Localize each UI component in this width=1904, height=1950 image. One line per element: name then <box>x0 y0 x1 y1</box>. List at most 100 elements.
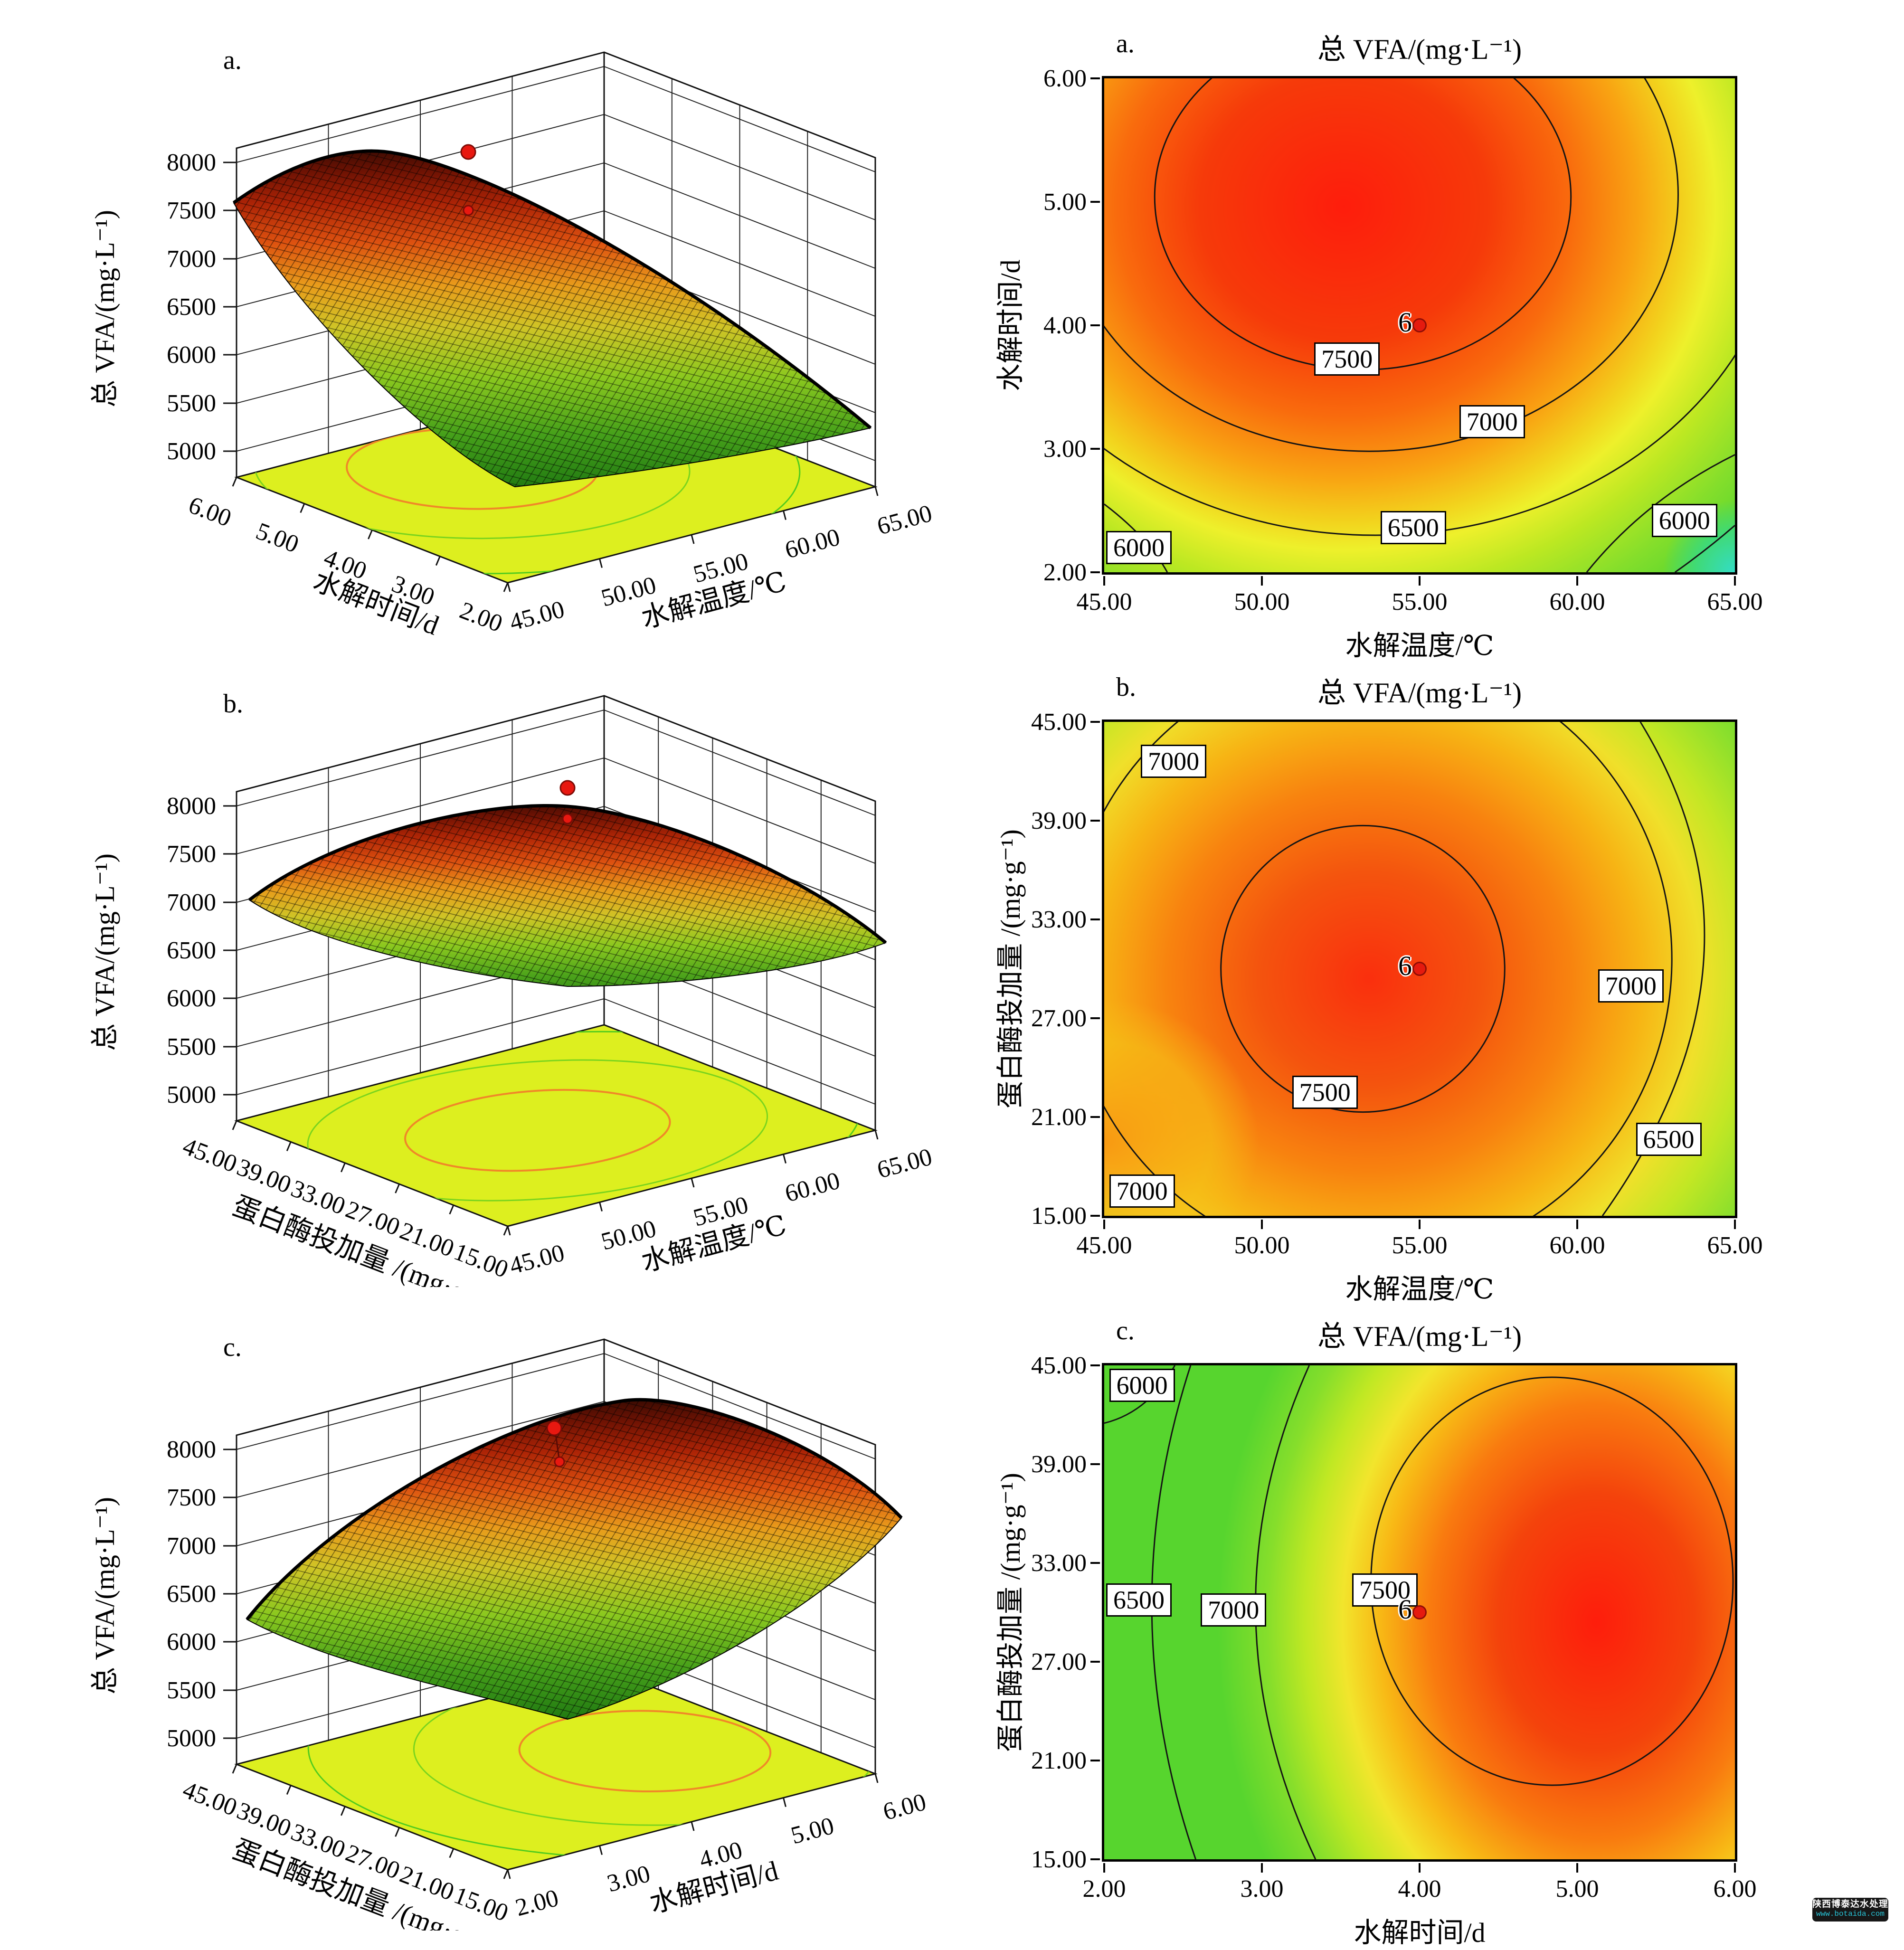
contour-label: 7500 <box>1352 1573 1418 1607</box>
contour-c-title: 总 VFA/(mg·L⁻¹) <box>1317 1321 1522 1352</box>
design-point-count: 6 <box>1398 950 1412 981</box>
y-tick <box>1090 721 1100 723</box>
z-tick-labels: 8000 7500 7000 6500 6000 5500 5000 <box>167 793 216 1108</box>
z-axis-label: 总 VFA/(mg·L⁻¹) <box>89 210 120 407</box>
y-tick-label: 6.00 <box>1043 65 1087 92</box>
panel-a-contour: a. 总 VFA/(mg·L⁻¹) 7500 7000 6500 6000 60… <box>974 0 1904 661</box>
surface-plot-a: 8000 7500 7000 6500 6000 5500 5000 总 VFA/(m… <box>89 51 935 641</box>
y-tick <box>1090 1364 1100 1366</box>
contour-c-plot: 6000 6500 7000 7500 6 <box>1102 1363 1737 1862</box>
x-tick <box>1576 576 1578 586</box>
contour-b-y-label: 蛋白酶投加量 /(mg·g⁻¹) <box>995 829 1026 1108</box>
response-surface <box>232 149 872 488</box>
x-tick <box>1734 576 1736 586</box>
y-tick <box>1090 1017 1100 1019</box>
y-tick-label: 27.00 <box>1031 1005 1087 1032</box>
x-tick-label: 50.00 <box>1234 588 1290 615</box>
right-axis-ticks <box>507 1130 879 1236</box>
x-tick <box>1261 576 1263 586</box>
x-tick <box>1419 1863 1421 1873</box>
z-axis-ticks <box>223 1448 237 1739</box>
panel-letter-b: b. <box>223 689 243 719</box>
panel-c-surface: c. <box>0 1287 974 1931</box>
y-tick-label: 3.00 <box>1043 435 1087 463</box>
contour-b-x-label: 水解温度/℃ <box>1345 1274 1494 1305</box>
panel-b-contour: b. 总 VFA/(mg·L⁻¹) 7000 7500 7000 6500 70… <box>974 644 1904 1305</box>
x-tick <box>1261 1863 1263 1873</box>
design-point-count: 6 <box>1398 1593 1412 1625</box>
contour-b-title: 总 VFA/(mg·L⁻¹) <box>1317 677 1522 709</box>
x-tick <box>1103 1863 1105 1873</box>
contour-label: 7000 <box>1459 405 1525 438</box>
right-axis-ticks <box>507 486 879 592</box>
y-tick <box>1090 1463 1100 1465</box>
x-tick-label: 60.00 <box>1549 588 1605 615</box>
y-tick-label: 45.00 <box>1031 709 1087 736</box>
y-tick <box>1090 1760 1100 1761</box>
y-tick-label: 21.00 <box>1031 1104 1087 1131</box>
svg-text:45.00: 45.00 <box>179 1133 241 1178</box>
svg-text:5000: 5000 <box>167 1725 216 1752</box>
svg-text:6000: 6000 <box>167 341 216 369</box>
response-surface <box>246 1398 903 1720</box>
panel-letter-a: a. <box>223 46 242 75</box>
x-tick-label: 5.00 <box>1555 1875 1599 1903</box>
x-tick <box>1734 1220 1736 1229</box>
x-tick-label: 3.00 <box>1240 1875 1284 1903</box>
y-tick <box>1090 77 1100 79</box>
y-tick <box>1090 1562 1100 1564</box>
contour-label: 6000 <box>1651 503 1717 537</box>
x-tick <box>1419 1220 1421 1229</box>
y-tick <box>1090 1858 1100 1860</box>
z-axis-label: 总 VFA/(mg·L⁻¹) <box>89 853 120 1051</box>
panel-a-surface: a. <box>0 0 974 644</box>
svg-text:60.00: 60.00 <box>782 1167 843 1207</box>
svg-text:7500: 7500 <box>167 1484 216 1511</box>
contour-label: 6000 <box>1106 531 1172 564</box>
x-tick <box>1419 576 1421 586</box>
design-points <box>559 780 576 824</box>
svg-text:5.00: 5.00 <box>788 1812 837 1850</box>
svg-text:6000: 6000 <box>167 1628 216 1656</box>
y-tick <box>1090 448 1100 450</box>
z-axis-ticks <box>223 161 237 452</box>
svg-text:65.00: 65.00 <box>874 500 935 540</box>
svg-text:45.00: 45.00 <box>179 1776 241 1821</box>
contour-c-y-label: 蛋白酶投加量 /(mg·g⁻¹) <box>995 1473 1026 1752</box>
contour-label: 7000 <box>1109 1174 1175 1208</box>
y-tick-label: 21.00 <box>1031 1747 1087 1774</box>
y-tick-label: 33.00 <box>1031 1550 1087 1577</box>
y-tick <box>1090 571 1100 573</box>
z-axis-ticks <box>223 805 237 1096</box>
contour-a-title: 总 VFA/(mg·L⁻¹) <box>1317 34 1522 65</box>
contour-c-x-label: 水解时间/d <box>1354 1917 1486 1948</box>
svg-text:6500: 6500 <box>167 293 216 321</box>
watermark-url: www.botaida.com <box>1816 1910 1885 1918</box>
panel-letter-a2: a. <box>1116 29 1135 58</box>
contour-label: 7000 <box>1141 745 1207 778</box>
x-tick-label: 50.00 <box>1234 1232 1290 1259</box>
y-tick-label: 39.00 <box>1031 807 1087 834</box>
y-tick-label: 15.00 <box>1031 1202 1087 1230</box>
contour-label: 7500 <box>1292 1076 1358 1109</box>
x-tick-label: 4.00 <box>1398 1875 1441 1903</box>
y-tick <box>1090 1116 1100 1118</box>
svg-text:8000: 8000 <box>167 1436 216 1463</box>
response-surface <box>248 804 887 987</box>
contour-label: 7500 <box>1314 342 1380 376</box>
design-points <box>546 1420 565 1467</box>
x-tick-label: 60.00 <box>1549 1232 1605 1259</box>
y-tick <box>1090 201 1100 203</box>
y-tick <box>1090 820 1100 822</box>
svg-text:5500: 5500 <box>167 1677 216 1704</box>
svg-text:6500: 6500 <box>167 937 216 964</box>
y-tick-label: 39.00 <box>1031 1451 1087 1478</box>
z-axis-label: 总 VFA/(mg·L⁻¹) <box>89 1497 120 1694</box>
y-tick-label: 2.00 <box>1043 559 1087 586</box>
svg-text:8000: 8000 <box>167 149 216 176</box>
svg-text:60.00: 60.00 <box>782 523 843 564</box>
y-tick-label: 33.00 <box>1031 906 1087 933</box>
svg-text:6500: 6500 <box>167 1581 216 1608</box>
svg-text:5000: 5000 <box>167 1081 216 1108</box>
